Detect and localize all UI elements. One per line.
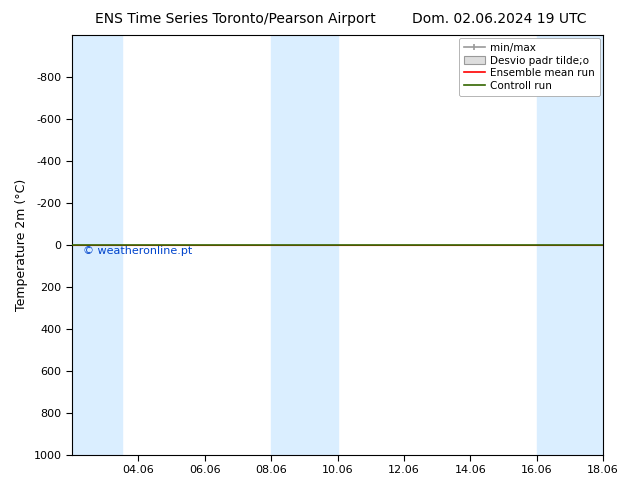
Text: © weatheronline.pt: © weatheronline.pt <box>82 246 192 256</box>
Y-axis label: Temperature 2m (°C): Temperature 2m (°C) <box>15 178 28 311</box>
Text: Dom. 02.06.2024 19 UTC: Dom. 02.06.2024 19 UTC <box>412 12 586 26</box>
Bar <box>72 35 122 455</box>
Bar <box>271 35 337 455</box>
Text: ENS Time Series Toronto/Pearson Airport: ENS Time Series Toronto/Pearson Airport <box>95 12 376 26</box>
Bar <box>537 35 603 455</box>
Legend: min/max, Desvio padr tilde;o, Ensemble mean run, Controll run: min/max, Desvio padr tilde;o, Ensemble m… <box>459 38 600 96</box>
